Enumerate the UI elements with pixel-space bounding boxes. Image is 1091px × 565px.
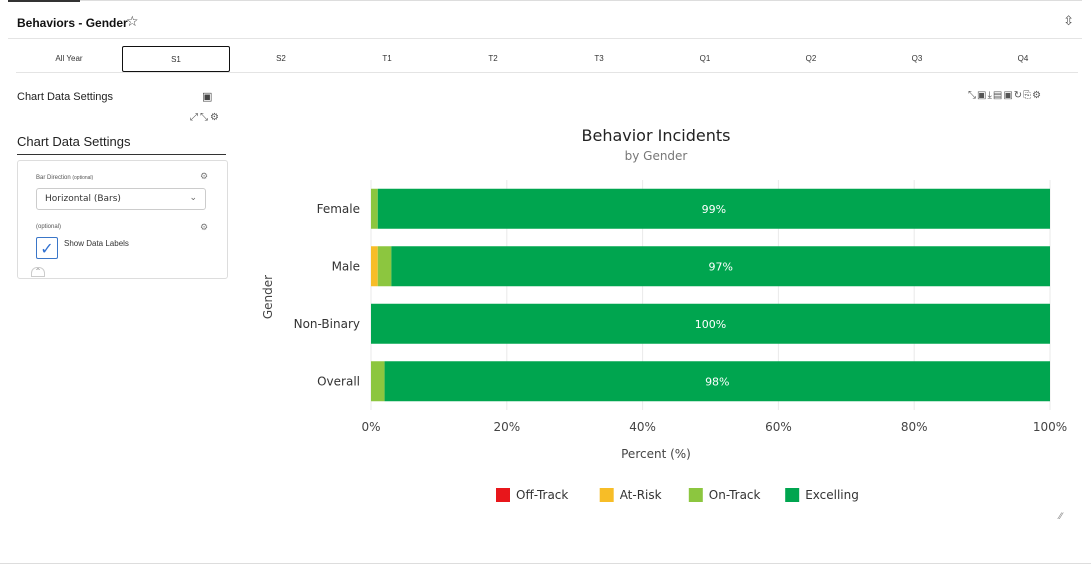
legend-label: On-Track <box>709 488 761 502</box>
legend-swatch <box>688 488 703 502</box>
period-tabs: All Year S1 S2 T1 T2 T3 Q1 Q2 Q3 Q4 <box>16 46 1078 73</box>
y-tick-label: Overall <box>317 374 360 388</box>
legend-swatch <box>785 488 800 502</box>
x-axis-title: Percent (%) <box>621 447 691 461</box>
data-label: 97% <box>708 260 732 273</box>
x-tick-label: 60% <box>765 420 792 434</box>
save-icon[interactable]: ▣ <box>977 90 988 101</box>
tab-t1[interactable]: T1 <box>382 53 392 63</box>
bar-direction-text: Bar Direction <box>36 175 71 181</box>
expand-icon[interactable]: ⤡ <box>968 90 977 101</box>
gear-icon[interactable]: ⚙ <box>1032 90 1043 101</box>
tab-t2[interactable]: T2 <box>488 53 498 63</box>
tab-q4[interactable]: Q4 <box>1017 53 1029 63</box>
y-tick-label: Female <box>317 202 360 216</box>
tab-s2[interactable]: S2 <box>276 53 286 63</box>
legend-label: Off-Track <box>516 488 568 502</box>
bar-excelling <box>377 188 1050 229</box>
chart-toolbar: ⤡▣⤓▤▣↻⎘⚙ <box>968 90 1042 101</box>
tab-t3[interactable]: T3 <box>594 53 604 63</box>
data-label: 98% <box>705 375 729 388</box>
settings-toolbar: ⤢⤡⚙ <box>190 112 221 123</box>
legend-swatch <box>496 488 510 502</box>
resize-handle-icon[interactable]: ⁄⁄ <box>1059 512 1063 522</box>
labels-optional: (optional) <box>36 224 62 230</box>
collapse-icon[interactable]: ⇳ <box>1063 14 1074 29</box>
legend-swatch <box>599 488 614 502</box>
bar-excelling <box>371 303 1050 344</box>
labels-gear-icon[interactable]: ⚙ <box>200 223 209 233</box>
link-icon[interactable]: ⤡ <box>200 112 210 123</box>
x-tick-label: 80% <box>901 420 928 434</box>
settings-panel: Bar Direction (optional) ⚙ Horizontal (B… <box>17 160 228 279</box>
x-tick-label: 40% <box>629 420 656 434</box>
tab-q1[interactable]: Q1 <box>699 53 711 63</box>
chart-title: Behavior Incidents <box>582 126 731 145</box>
bar-on-track <box>371 188 378 229</box>
table-icon[interactable]: ▤ <box>992 90 1004 101</box>
download-icon[interactable]: ⤓ <box>987 90 993 101</box>
bar-direction-label: Bar Direction (optional) <box>36 175 93 181</box>
bar-excelling <box>391 246 1050 287</box>
show-labels-label: Show Data Labels <box>64 239 129 248</box>
panel-title-underline <box>17 154 226 155</box>
data-label: 99% <box>702 203 726 216</box>
x-tick-label: 20% <box>493 420 520 434</box>
y-tick-label: Male <box>332 259 360 273</box>
y-axis-title: Gender <box>261 275 275 319</box>
panel-collapse-toggle[interactable]: ^ <box>31 267 45 277</box>
y-tick-label: Non-Binary <box>294 317 360 331</box>
bar-excelling <box>384 361 1050 402</box>
bar-on-track <box>371 361 385 402</box>
copy-icon[interactable]: ▣ <box>1003 90 1014 101</box>
chevron-down-icon: ⌄ <box>189 193 197 203</box>
chart-data-settings-label: Chart Data Settings <box>17 91 113 103</box>
bar-at-risk <box>371 246 378 287</box>
bar-on-track <box>377 246 392 287</box>
refresh-icon[interactable]: ↻ <box>1013 90 1024 101</box>
legend-label: Excelling <box>805 488 859 502</box>
tab-s1[interactable]: S1 <box>122 46 230 72</box>
x-tick-label: 100% <box>1033 420 1067 434</box>
export-icon[interactable]: ⎘ <box>1023 90 1033 101</box>
top-tab-indicator <box>8 0 80 2</box>
bar-direction-gear-icon[interactable]: ⚙ <box>200 172 209 182</box>
bar-direction-select[interactable]: Horizontal (Bars) ⌄ <box>36 188 206 210</box>
data-label: 100% <box>695 318 726 331</box>
legend-label: At-Risk <box>620 488 662 502</box>
widget-header: Behaviors - Gender ☆ ⇳ <box>8 8 1082 39</box>
tab-q3[interactable]: Q3 <box>911 53 923 63</box>
bar-direction-optional: (optional) <box>72 175 94 181</box>
bottom-divider <box>0 563 1091 564</box>
save-icon[interactable]: ▣ <box>202 90 213 103</box>
tab-all-year[interactable]: All Year <box>55 53 83 63</box>
widget-title: Behaviors - Gender <box>17 16 128 30</box>
x-tick-label: 0% <box>361 420 380 434</box>
tab-q2[interactable]: Q2 <box>805 53 817 63</box>
bar-direction-value: Horizontal (Bars) <box>45 194 121 204</box>
top-divider <box>8 0 1082 1</box>
gear-icon[interactable]: ⚙ <box>210 112 221 123</box>
show-labels-checkbox[interactable]: ✓ <box>36 237 58 259</box>
star-icon[interactable]: ☆ <box>126 14 139 30</box>
behavior-chart: Behavior Incidents by Gender 0% 20% 40% 60% 80… <box>261 126 1067 502</box>
expand-icon[interactable]: ⤢ <box>190 112 200 123</box>
checkmark-icon: ✓ <box>40 238 54 258</box>
settings-panel-title: Chart Data Settings <box>17 134 131 149</box>
chart-subtitle: by Gender <box>625 149 688 163</box>
